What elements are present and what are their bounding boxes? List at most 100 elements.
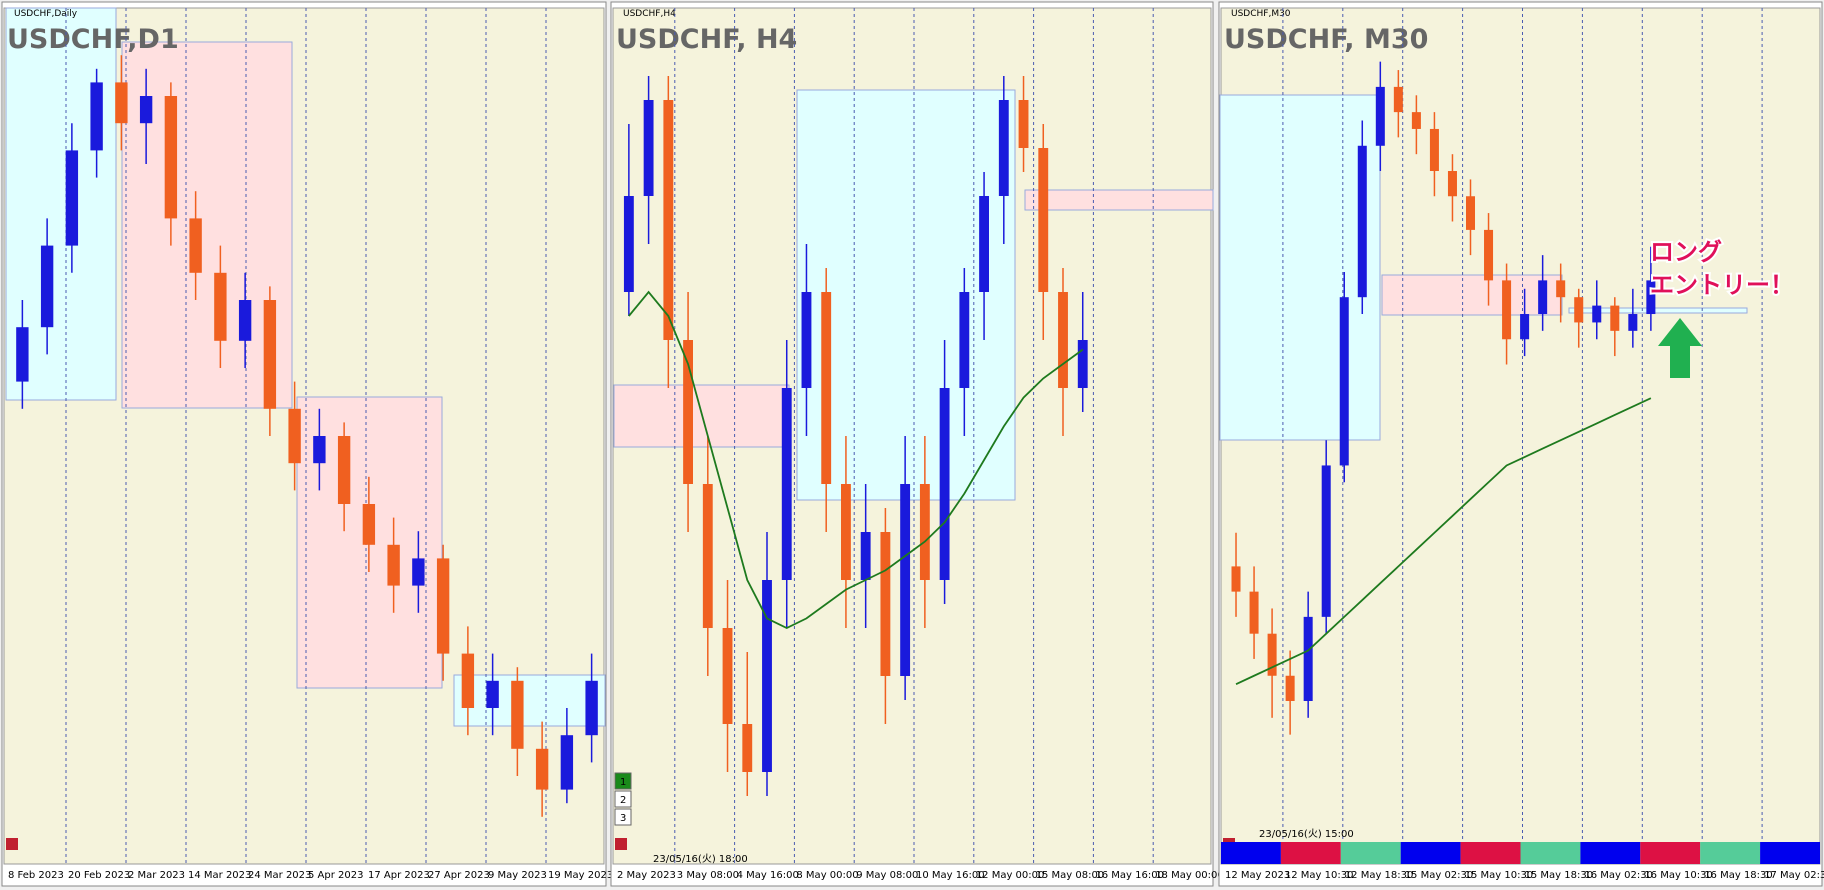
x-axis-label: 5 Apr 2023 (308, 870, 363, 881)
zone (1219, 94, 1381, 441)
candle-body (1628, 314, 1638, 331)
signal-bar (1580, 842, 1641, 864)
candle-body (781, 388, 792, 580)
candle-body (643, 100, 654, 196)
candle-body (288, 408, 301, 464)
candle-body (959, 292, 970, 388)
candle-body (1249, 591, 1259, 634)
zone (1568, 307, 1748, 314)
x-axis-label: 16 May 02:30 (1584, 870, 1653, 881)
candle-body (919, 484, 930, 580)
candle-body (1038, 148, 1049, 292)
x-axis-label: 16 May 10:30 (1644, 870, 1713, 881)
x-axis-label: 2 May 2023 (617, 870, 676, 881)
candle-body (1610, 305, 1620, 331)
candle-body (1018, 100, 1029, 148)
candle-body (939, 388, 950, 580)
candle-body (461, 653, 475, 708)
candle-body (1285, 675, 1295, 701)
timeframe-button[interactable] (614, 790, 632, 808)
candle-body (115, 82, 128, 124)
candle-body (535, 748, 549, 790)
candle-body (702, 484, 713, 628)
x-axis-label: 20 Feb 2023 (68, 870, 130, 881)
candle-body (486, 680, 499, 708)
close-button[interactable] (615, 838, 627, 850)
candle-body (1556, 280, 1566, 298)
candle-body (511, 680, 524, 749)
zone (796, 89, 1016, 501)
panel-title: USDCHF,D1 (7, 24, 179, 55)
candle-body (1231, 566, 1241, 592)
x-axis-label: 19 May 2023 (548, 870, 613, 881)
candle-body (90, 82, 103, 151)
candle-body (841, 484, 851, 580)
candle-body (16, 327, 29, 382)
candle-body (1538, 280, 1548, 315)
x-axis-label: 17 Apr 2023 (368, 870, 430, 881)
candle-body (821, 292, 832, 484)
x-axis-label: 16 May 18:30 (1704, 870, 1773, 881)
x-axis-label: 10 May 16:00 (916, 870, 985, 881)
x-axis-label: 18 May 00:00 (1155, 870, 1224, 881)
candle-body (1339, 297, 1349, 466)
signal-bar (1280, 842, 1341, 864)
candle-body (1429, 128, 1439, 172)
candle-body (979, 196, 989, 292)
candle-body (189, 218, 202, 273)
x-axis-label: 15 May 02:30 (1405, 870, 1474, 881)
signal-bar (1760, 842, 1820, 864)
x-axis-label: 12 May 10:30 (1285, 870, 1354, 881)
candle-body (362, 504, 376, 545)
timeframe-button-label[interactable]: 2 (620, 795, 626, 806)
candle-body (1465, 196, 1476, 230)
candle-body (1058, 292, 1068, 388)
candle-body (1267, 633, 1277, 676)
candle-body (1520, 314, 1530, 340)
candle-body (1393, 86, 1403, 113)
x-axis-label: 14 Mar 2023 (188, 870, 251, 881)
candle-body (1321, 465, 1331, 617)
zone (453, 674, 606, 727)
candle-body (762, 580, 772, 772)
candle-body (722, 628, 733, 724)
timestamp: 23/05/16(火) 15:00 (1259, 828, 1354, 840)
annotation-line: エントリー！ (1650, 271, 1794, 299)
x-axis-label: 16 May 16:00 (1095, 870, 1164, 881)
x-axis-label: 12 May 00:00 (976, 870, 1045, 881)
x-axis-label: 4 May 16:00 (737, 870, 799, 881)
x-axis-label: 15 May 10:30 (1465, 870, 1534, 881)
x-axis-label: 12 May 2023 (1225, 870, 1290, 881)
candle-body (238, 300, 252, 341)
chart-panel: USDCHF,Daily USDCHF,D1 8 Feb 2023 20 Feb 20… (1, 1, 613, 887)
timeframe-button-label[interactable]: 3 (620, 813, 626, 824)
timeframe-button-label[interactable]: 1 (620, 777, 626, 788)
panel-title: USDCHF, H4 (616, 24, 797, 55)
x-axis-label: 15 May 08:00 (1036, 870, 1105, 881)
x-axis-label: 27 Apr 2023 (428, 870, 490, 881)
candle-body (1646, 280, 1656, 315)
annotation: ロングエントリー！ (1650, 238, 1794, 299)
candle-body (1077, 340, 1088, 388)
candle-body (263, 300, 277, 409)
x-axis-label: 15 May 18:30 (1525, 870, 1594, 881)
candle-body (585, 680, 598, 736)
candle-body (139, 96, 153, 124)
x-axis-label: 2 Mar 2023 (128, 870, 185, 881)
window-label: USDCHF,Daily (14, 9, 78, 19)
timeframe-button[interactable] (614, 808, 632, 826)
x-axis-label: 17 May 02:30 (1764, 870, 1824, 881)
candle-body (214, 272, 227, 341)
signal-bar (1700, 842, 1761, 864)
candle-body (337, 436, 351, 504)
signal-bar (1640, 842, 1701, 864)
close-button[interactable] (6, 838, 18, 850)
candle-body (1375, 86, 1385, 146)
candle-body (880, 532, 891, 676)
timeframe-button[interactable] (614, 772, 632, 790)
chart-panel: USDCHF,H4 USDCHF, H4 2 May 2023 3 May 08:00… (610, 1, 1224, 887)
candle-body (742, 724, 753, 772)
candle-body (801, 292, 812, 388)
timestamp: 23/05/16(火) 18:00 (653, 853, 748, 865)
